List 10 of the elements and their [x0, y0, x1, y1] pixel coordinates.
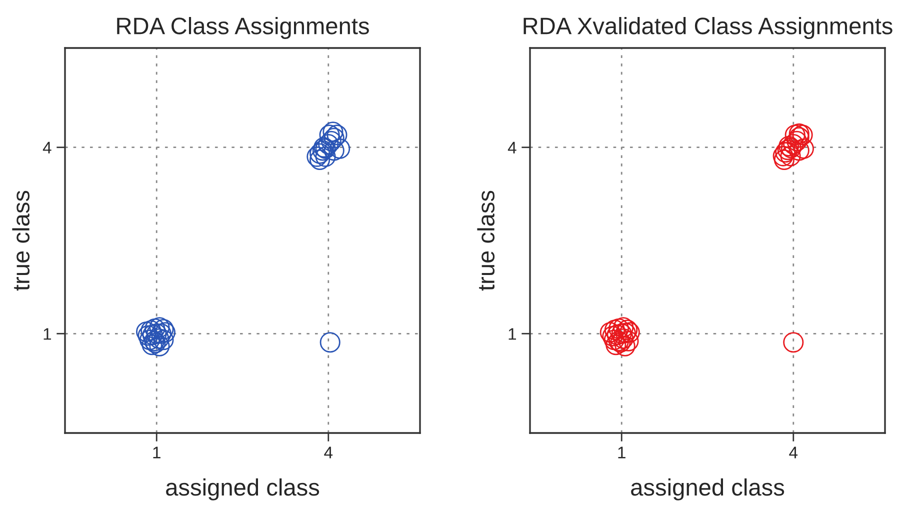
y-axis-title: true class: [12, 190, 30, 291]
x-tick-label: 1: [618, 446, 626, 458]
y-axis-title: true class: [477, 190, 495, 291]
x-tick-label: 4: [789, 446, 798, 458]
chart-title: RDA Xvalidated Class Assignments: [524, 17, 892, 40]
x-axis-title: assigned class: [166, 478, 320, 500]
x-tick-label: 1: [153, 446, 160, 458]
x-tick-label: 4: [324, 446, 333, 458]
x-axis-title: assigned class: [631, 478, 784, 500]
chart-title: RDA Class Assignments: [117, 17, 369, 40]
